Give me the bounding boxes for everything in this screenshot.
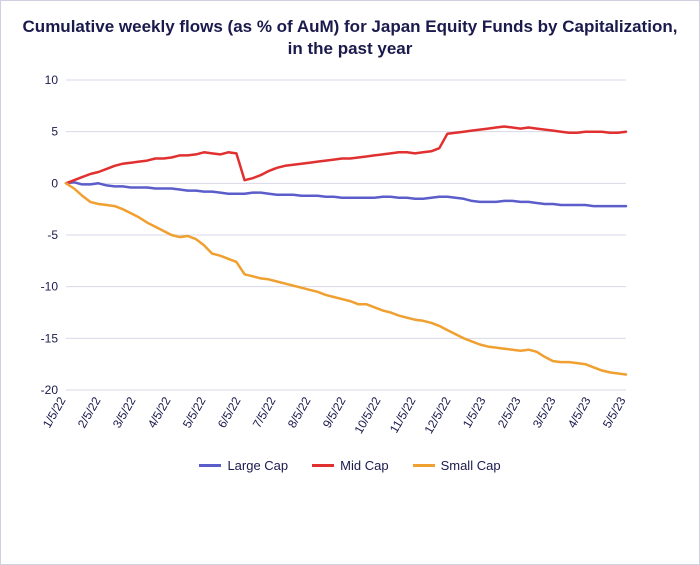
legend-item: Small Cap <box>413 458 501 473</box>
svg-text:5/5/23: 5/5/23 <box>600 394 629 430</box>
legend-item: Mid Cap <box>312 458 388 473</box>
legend-swatch <box>413 464 435 467</box>
legend-label: Mid Cap <box>340 458 388 473</box>
line-chart-svg: -20-15-10-505101/5/222/5/223/5/224/5/225… <box>21 70 641 450</box>
svg-text:1/5/23: 1/5/23 <box>460 394 489 430</box>
chart-container: Cumulative weekly flows (as % of AuM) fo… <box>21 16 679 549</box>
svg-text:0: 0 <box>51 177 58 191</box>
svg-text:7/5/22: 7/5/22 <box>250 394 279 430</box>
svg-text:12/5/22: 12/5/22 <box>421 394 453 436</box>
legend-label: Large Cap <box>227 458 288 473</box>
svg-text:10: 10 <box>45 73 59 87</box>
svg-text:1/5/22: 1/5/22 <box>40 394 69 430</box>
svg-text:4/5/22: 4/5/22 <box>145 394 174 430</box>
svg-text:5/5/22: 5/5/22 <box>180 394 209 430</box>
svg-text:8/5/22: 8/5/22 <box>285 394 314 430</box>
legend-item: Large Cap <box>199 458 288 473</box>
legend-swatch <box>199 464 221 467</box>
svg-text:11/5/22: 11/5/22 <box>387 394 419 435</box>
legend: Large Cap Mid Cap Small Cap <box>21 458 679 473</box>
svg-text:3/5/22: 3/5/22 <box>110 394 139 430</box>
svg-text:3/5/23: 3/5/23 <box>530 394 559 430</box>
plot-area: -20-15-10-505101/5/222/5/223/5/224/5/225… <box>21 70 679 450</box>
svg-text:4/5/23: 4/5/23 <box>565 394 594 430</box>
svg-text:-5: -5 <box>47 228 58 242</box>
chart-title: Cumulative weekly flows (as % of AuM) fo… <box>21 16 679 60</box>
svg-text:9/5/22: 9/5/22 <box>320 394 349 430</box>
svg-text:10/5/22: 10/5/22 <box>351 394 383 436</box>
svg-text:-15: -15 <box>41 332 59 346</box>
svg-text:6/5/22: 6/5/22 <box>215 394 244 430</box>
svg-text:2/5/22: 2/5/22 <box>75 394 104 430</box>
svg-text:-10: -10 <box>41 280 59 294</box>
legend-swatch <box>312 464 334 467</box>
legend-label: Small Cap <box>441 458 501 473</box>
svg-text:5: 5 <box>51 125 58 139</box>
svg-text:2/5/23: 2/5/23 <box>495 394 524 430</box>
